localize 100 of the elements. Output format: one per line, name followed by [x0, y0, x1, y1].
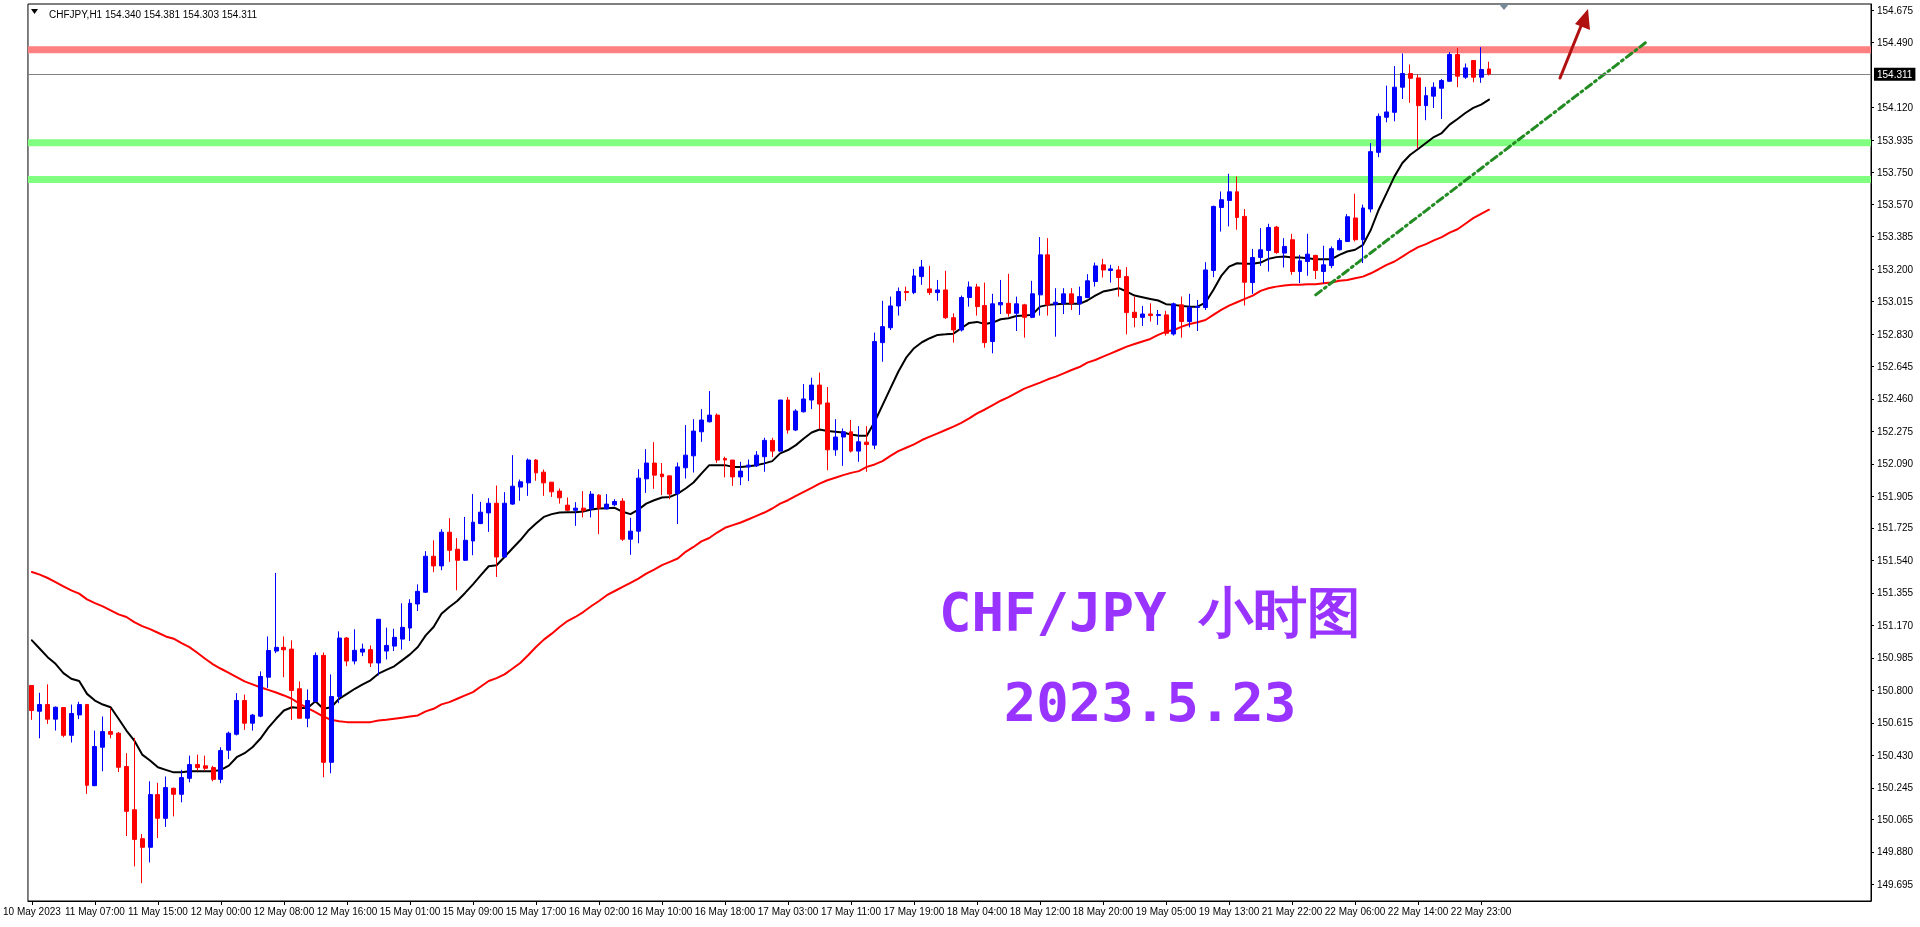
candlestick — [1305, 233, 1310, 277]
candlestick — [1108, 264, 1113, 284]
line-series — [1314, 40, 1649, 297]
candlestick — [754, 450, 759, 468]
candlestick — [1235, 175, 1239, 231]
x-tick-label: 18 May 20:00 — [1072, 905, 1134, 917]
candlestick — [502, 491, 507, 559]
y-tick-label: 152.830 — [1877, 328, 1914, 340]
candlestick — [85, 703, 89, 795]
candlestick — [730, 459, 735, 487]
y-tick-label: 152.275 — [1877, 425, 1914, 437]
candlestick — [100, 716, 105, 772]
y-tick-label: 150.985 — [1877, 652, 1914, 664]
candlestick — [266, 635, 271, 689]
candlestick — [179, 769, 184, 803]
x-tick-label: 21 May 22:00 — [1261, 905, 1323, 917]
y-tick-label: 153.385 — [1877, 231, 1914, 243]
x-tick-label: 16 May 02:00 — [568, 905, 630, 917]
candlestick — [471, 493, 475, 556]
x-tick-label: 22 May 23:00 — [1450, 905, 1512, 917]
x-tick-label: 18 May 12:00 — [1009, 905, 1071, 917]
y-tick-label: 153.200 — [1877, 263, 1914, 275]
candlestick — [809, 377, 814, 410]
candlestick — [872, 332, 877, 450]
candlestick — [1085, 273, 1090, 299]
candlestick — [1329, 245, 1334, 269]
candlestick — [1439, 78, 1444, 120]
candlestick — [581, 490, 586, 518]
candlestick — [919, 259, 924, 286]
candlestick — [1368, 142, 1373, 213]
candlestick — [274, 572, 279, 654]
candlestick — [431, 539, 436, 573]
x-tick-label: 12 May 08:00 — [253, 905, 315, 917]
candlestick — [77, 701, 82, 720]
candlestick — [1187, 293, 1192, 328]
candlestick — [1101, 258, 1106, 278]
candlestick — [1266, 223, 1271, 273]
x-tick-label: 15 May 17:00 — [505, 905, 567, 917]
candlestick — [352, 628, 357, 665]
annotation: CHF/JPY 小时图 — [938, 580, 1362, 644]
y-tick-label: 154.675 — [1877, 4, 1914, 16]
y-tick-label: 154.490 — [1877, 37, 1914, 49]
y-tick-label: 152.645 — [1877, 360, 1914, 372]
candlestick — [612, 498, 617, 507]
candlestick — [1116, 265, 1121, 298]
candlestick — [856, 425, 861, 463]
candlestick — [1455, 47, 1460, 88]
candlestick — [140, 833, 145, 884]
y-tick-label: 153.570 — [1877, 198, 1914, 210]
candlestick — [45, 683, 50, 725]
candlestick — [1487, 61, 1491, 76]
candlestick — [1171, 302, 1176, 337]
candlestick — [486, 497, 491, 533]
candlestick — [423, 550, 428, 594]
y-tick-label: 153.935 — [1877, 134, 1914, 146]
y-tick-label: 151.725 — [1877, 522, 1914, 534]
y-tick-label: 151.355 — [1877, 587, 1914, 599]
candlestick — [975, 283, 980, 317]
x-tick-label: 16 May 10:00 — [631, 905, 693, 917]
candlestick — [565, 496, 570, 512]
candlestick — [1431, 81, 1436, 109]
x-tick-label: 11 May 07:00 — [64, 905, 126, 917]
candlestick — [1290, 233, 1295, 276]
candlestick — [392, 628, 397, 652]
candlestick — [155, 782, 160, 839]
candlestick — [541, 469, 546, 497]
candlestick — [37, 692, 42, 739]
candlestick — [1258, 227, 1263, 267]
y-tick-label: 150.615 — [1877, 717, 1914, 729]
candlestick — [990, 293, 995, 354]
candlestick — [723, 456, 727, 478]
candlestick — [242, 694, 247, 731]
candlestick — [817, 372, 822, 430]
candlestick — [1045, 237, 1050, 317]
candlestick — [1282, 237, 1287, 268]
y-tick-label: 152.460 — [1877, 393, 1914, 405]
x-tick-label: 15 May 09:00 — [442, 905, 504, 917]
candlestick — [691, 418, 696, 474]
x-tick-label: 19 May 05:00 — [1135, 905, 1197, 917]
candlestick — [1479, 46, 1484, 84]
candlestick — [148, 780, 153, 863]
x-tick-label: 16 May 18:00 — [694, 905, 756, 917]
candlestick — [1345, 213, 1350, 243]
candlestick — [943, 270, 948, 320]
y-tick-label: 149.695 — [1877, 878, 1914, 890]
candlestick — [1195, 299, 1200, 332]
candlestick — [329, 673, 334, 774]
candlestick — [463, 516, 468, 562]
candlestick — [526, 457, 531, 497]
candlestick — [305, 688, 310, 728]
candlestick — [108, 707, 113, 739]
candlestick — [297, 680, 302, 719]
candlestick — [400, 602, 405, 651]
x-tick-label: 11 May 15:00 — [127, 905, 189, 917]
candlestick — [864, 425, 869, 473]
candlestick — [494, 485, 499, 578]
candlestick — [904, 286, 909, 302]
candlestick — [833, 418, 838, 457]
candlestick — [171, 787, 176, 817]
candlestick — [825, 386, 830, 471]
